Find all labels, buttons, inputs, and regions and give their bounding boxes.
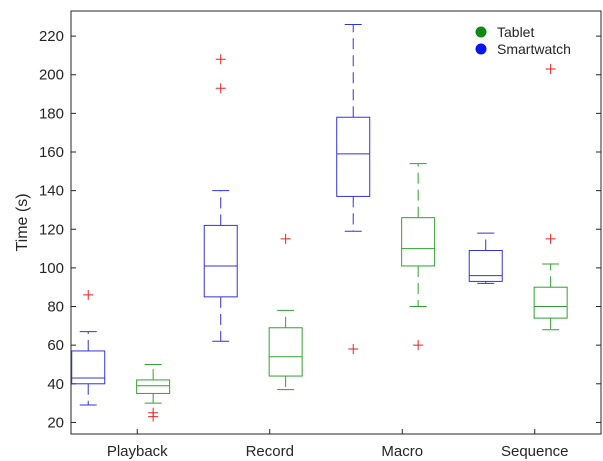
y-tick-label: 220 xyxy=(39,28,64,45)
x-tick-label: Sequence xyxy=(501,443,569,460)
y-tick-label: 160 xyxy=(39,144,64,161)
outlier-marker xyxy=(348,344,359,355)
box-smartwatch-macro xyxy=(336,24,371,355)
x-tick-label: Record xyxy=(246,443,294,460)
outlier-marker xyxy=(215,83,226,94)
iqr-box xyxy=(71,350,106,385)
box-tablet-sequence xyxy=(533,63,568,331)
legend-label: Tablet xyxy=(497,24,534,40)
outlier-marker xyxy=(280,233,291,244)
box-tablet-playback xyxy=(136,363,171,422)
outlier-marker xyxy=(545,233,556,244)
iqr-box xyxy=(268,327,303,377)
y-tick-label: 80 xyxy=(47,299,64,316)
y-tick-label: 20 xyxy=(47,414,64,431)
y-tick-label: 180 xyxy=(39,105,64,122)
box-groups xyxy=(71,24,568,422)
box-tablet-macro xyxy=(401,163,436,351)
box-smartwatch-sequence xyxy=(468,232,503,284)
legend-marker xyxy=(475,26,487,38)
iqr-box xyxy=(136,379,171,394)
box-smartwatch-record xyxy=(203,54,238,342)
x-tick-label: Playback xyxy=(107,443,168,460)
outlier-marker xyxy=(83,289,94,300)
y-tick-label: 40 xyxy=(47,376,64,393)
iqr-box xyxy=(336,116,371,197)
y-tick-label: 120 xyxy=(39,221,64,238)
outlier-marker xyxy=(215,54,226,65)
outlier-marker xyxy=(413,340,424,351)
box-tablet-record xyxy=(268,233,303,391)
outlier-marker xyxy=(545,63,556,74)
y-axis: 20 40 60 80 100 120 140 160 180 200 220 xyxy=(39,28,601,431)
plot-area xyxy=(70,10,602,435)
iqr-box xyxy=(401,217,436,267)
x-axis: Playback Record Macro Sequence xyxy=(107,429,569,460)
iqr-box xyxy=(533,286,568,319)
iqr-box xyxy=(203,224,238,298)
y-tick-label: 60 xyxy=(47,337,64,354)
y-tick-label: 100 xyxy=(39,260,64,277)
legend-marker xyxy=(475,43,487,55)
y-axis-label: Time (s) xyxy=(14,193,31,251)
y-tick-label: 200 xyxy=(39,67,64,84)
iqr-box xyxy=(468,250,503,282)
y-tick-label: 140 xyxy=(39,183,64,200)
outlier-marker xyxy=(148,407,159,418)
legend-label: Smartwatch xyxy=(497,41,571,57)
x-tick-label: Macro xyxy=(381,443,423,460)
box-smartwatch-playback xyxy=(71,289,106,406)
